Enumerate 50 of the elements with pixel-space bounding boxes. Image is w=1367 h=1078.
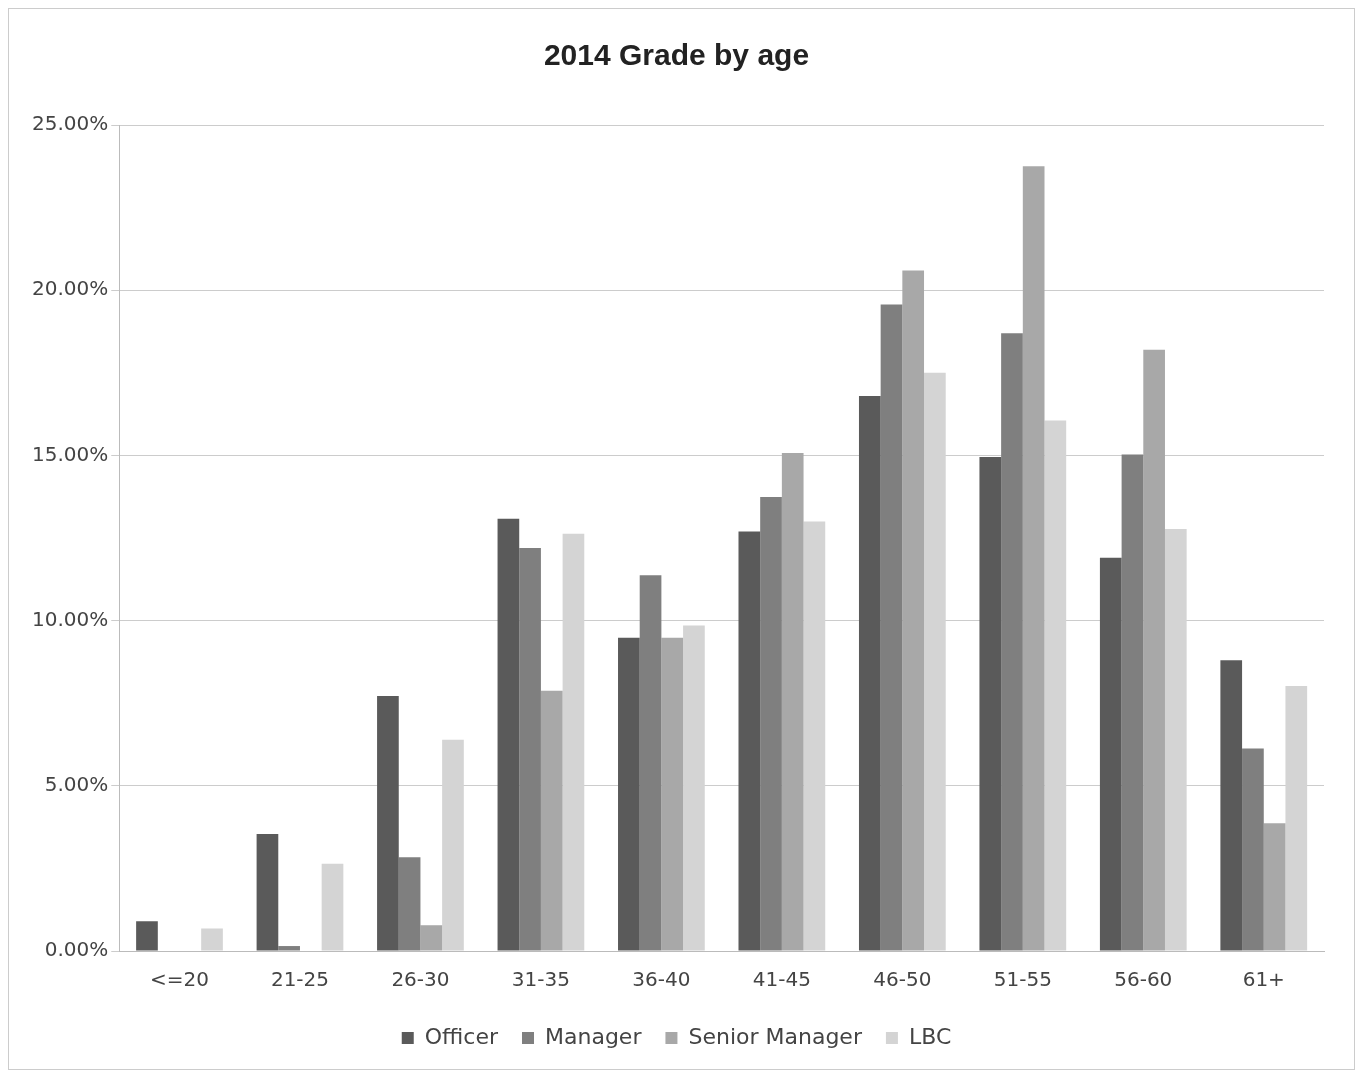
bar	[902, 270, 925, 951]
x-tick-label: 31-35	[511, 967, 570, 992]
bar	[738, 531, 761, 951]
bar	[201, 928, 223, 951]
bar	[278, 946, 300, 951]
x-tick-label: 46-50	[873, 967, 932, 992]
bar	[321, 863, 344, 951]
legend-label: LBC	[908, 1023, 952, 1049]
x-tick-label: <=20	[150, 967, 209, 992]
bar	[1121, 454, 1144, 951]
y-tick-label: 0.00%	[44, 937, 109, 962]
bar	[256, 834, 279, 951]
bar	[618, 637, 640, 951]
bar	[979, 457, 1002, 951]
x-tick-label: 56-60	[1114, 967, 1173, 992]
legend-label: Officer	[424, 1023, 499, 1049]
y-tick-label: 10.00%	[31, 606, 109, 631]
bar	[1220, 660, 1243, 951]
legend-label: Manager	[545, 1023, 643, 1049]
y-tick-label: 25.00%	[31, 111, 109, 136]
bar	[1242, 748, 1264, 951]
bar	[1263, 823, 1286, 951]
bar	[1001, 333, 1023, 951]
bar	[420, 925, 443, 951]
x-tick-label: 51-55	[993, 967, 1052, 992]
bar	[136, 921, 158, 951]
x-tick-label: 26-30	[391, 967, 450, 992]
bar	[1143, 349, 1165, 951]
bar	[639, 575, 662, 951]
x-tick-label: 36-40	[632, 967, 691, 992]
bar	[377, 695, 399, 951]
y-tick-label: 20.00%	[31, 276, 109, 301]
bar	[858, 395, 881, 951]
x-tick-label: 41-45	[752, 967, 811, 992]
bar	[880, 304, 903, 951]
bar	[540, 690, 563, 951]
y-tick-label: 15.00%	[31, 441, 109, 466]
bar	[519, 547, 541, 951]
bar	[497, 518, 520, 951]
legend-label: Senior Manager	[688, 1023, 863, 1049]
y-tick-label: 5.00%	[44, 772, 109, 796]
bar	[1099, 557, 1122, 951]
x-tick-label: 61+	[1242, 967, 1285, 992]
bar	[760, 497, 782, 951]
bar	[661, 637, 684, 951]
bar	[398, 857, 421, 951]
bar	[781, 453, 804, 951]
chart-title: 2014 Grade by age	[543, 38, 810, 72]
x-tick-label: 21-25	[270, 967, 330, 992]
bar	[1022, 166, 1045, 951]
